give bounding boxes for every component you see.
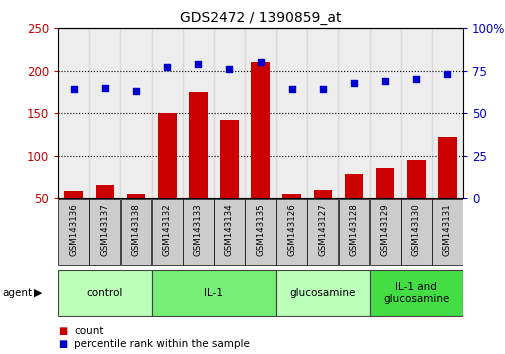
Text: ■: ■ (58, 326, 67, 336)
Bar (152, 28, 182, 198)
Point (225, 66, 233, 72)
Bar (95, 185, 114, 241)
Title: GDS2472 / 1390859_at: GDS2472 / 1390859_at (179, 11, 341, 24)
Bar (152, 270, 276, 316)
Text: GSM143138: GSM143138 (131, 204, 140, 256)
Bar (64, 192, 83, 241)
Text: percentile rank within the sample: percentile rank within the sample (74, 339, 250, 349)
Bar (214, 28, 244, 198)
Bar (244, 28, 276, 198)
Text: IL-1 and
glucosamine: IL-1 and glucosamine (382, 282, 448, 304)
Text: GSM143129: GSM143129 (380, 204, 389, 256)
Point (70, 87, 78, 92)
Bar (58, 28, 89, 198)
Bar (120, 199, 151, 265)
Text: ■: ■ (58, 339, 67, 349)
Bar (431, 199, 462, 265)
Bar (276, 28, 307, 198)
Bar (369, 199, 400, 265)
Bar (375, 168, 394, 241)
Bar (89, 28, 120, 198)
Bar (307, 28, 338, 198)
Bar (58, 270, 152, 316)
Bar (307, 199, 338, 265)
Point (349, 80, 358, 86)
Bar (282, 194, 300, 241)
Bar (437, 137, 456, 241)
Bar (400, 28, 431, 198)
Text: GSM143134: GSM143134 (225, 204, 233, 256)
Text: GSM143126: GSM143126 (287, 204, 295, 256)
Text: GSM143132: GSM143132 (162, 204, 171, 256)
Point (100, 85, 109, 91)
Bar (245, 199, 275, 265)
Point (287, 87, 295, 92)
Point (256, 59, 264, 65)
Bar (89, 199, 120, 265)
Bar (369, 28, 400, 198)
Bar (400, 199, 431, 265)
Text: GSM143128: GSM143128 (349, 204, 358, 256)
Text: GSM143130: GSM143130 (411, 204, 420, 256)
Bar (369, 270, 462, 316)
Text: GSM143133: GSM143133 (193, 204, 203, 256)
Bar (126, 194, 145, 241)
Bar (276, 270, 369, 316)
Point (163, 64, 171, 70)
Bar (188, 92, 207, 241)
Bar (338, 199, 369, 265)
Bar (214, 199, 244, 265)
Text: GSM143136: GSM143136 (69, 204, 78, 256)
Bar (251, 62, 269, 241)
Text: GSM143131: GSM143131 (442, 204, 451, 256)
Bar (182, 28, 214, 198)
Text: control: control (86, 288, 123, 298)
Bar (158, 113, 176, 241)
Text: GSM143137: GSM143137 (100, 204, 109, 256)
Bar (220, 120, 238, 241)
Text: agent: agent (3, 288, 33, 298)
Bar (276, 199, 307, 265)
Bar (58, 199, 89, 265)
Bar (182, 199, 213, 265)
Bar (344, 175, 363, 241)
Point (132, 88, 140, 94)
Text: GSM143135: GSM143135 (256, 204, 265, 256)
Point (194, 61, 202, 67)
Bar (313, 190, 332, 241)
Bar (152, 199, 182, 265)
Bar (338, 28, 369, 198)
Point (318, 87, 326, 92)
Point (380, 78, 388, 84)
Text: ▶: ▶ (34, 288, 43, 298)
Text: GSM143127: GSM143127 (318, 204, 327, 256)
Bar (431, 28, 462, 198)
Text: count: count (74, 326, 104, 336)
Bar (120, 28, 152, 198)
Bar (406, 160, 425, 241)
Point (412, 76, 420, 82)
Text: glucosamine: glucosamine (289, 288, 356, 298)
Text: IL-1: IL-1 (204, 288, 223, 298)
Point (442, 72, 450, 77)
